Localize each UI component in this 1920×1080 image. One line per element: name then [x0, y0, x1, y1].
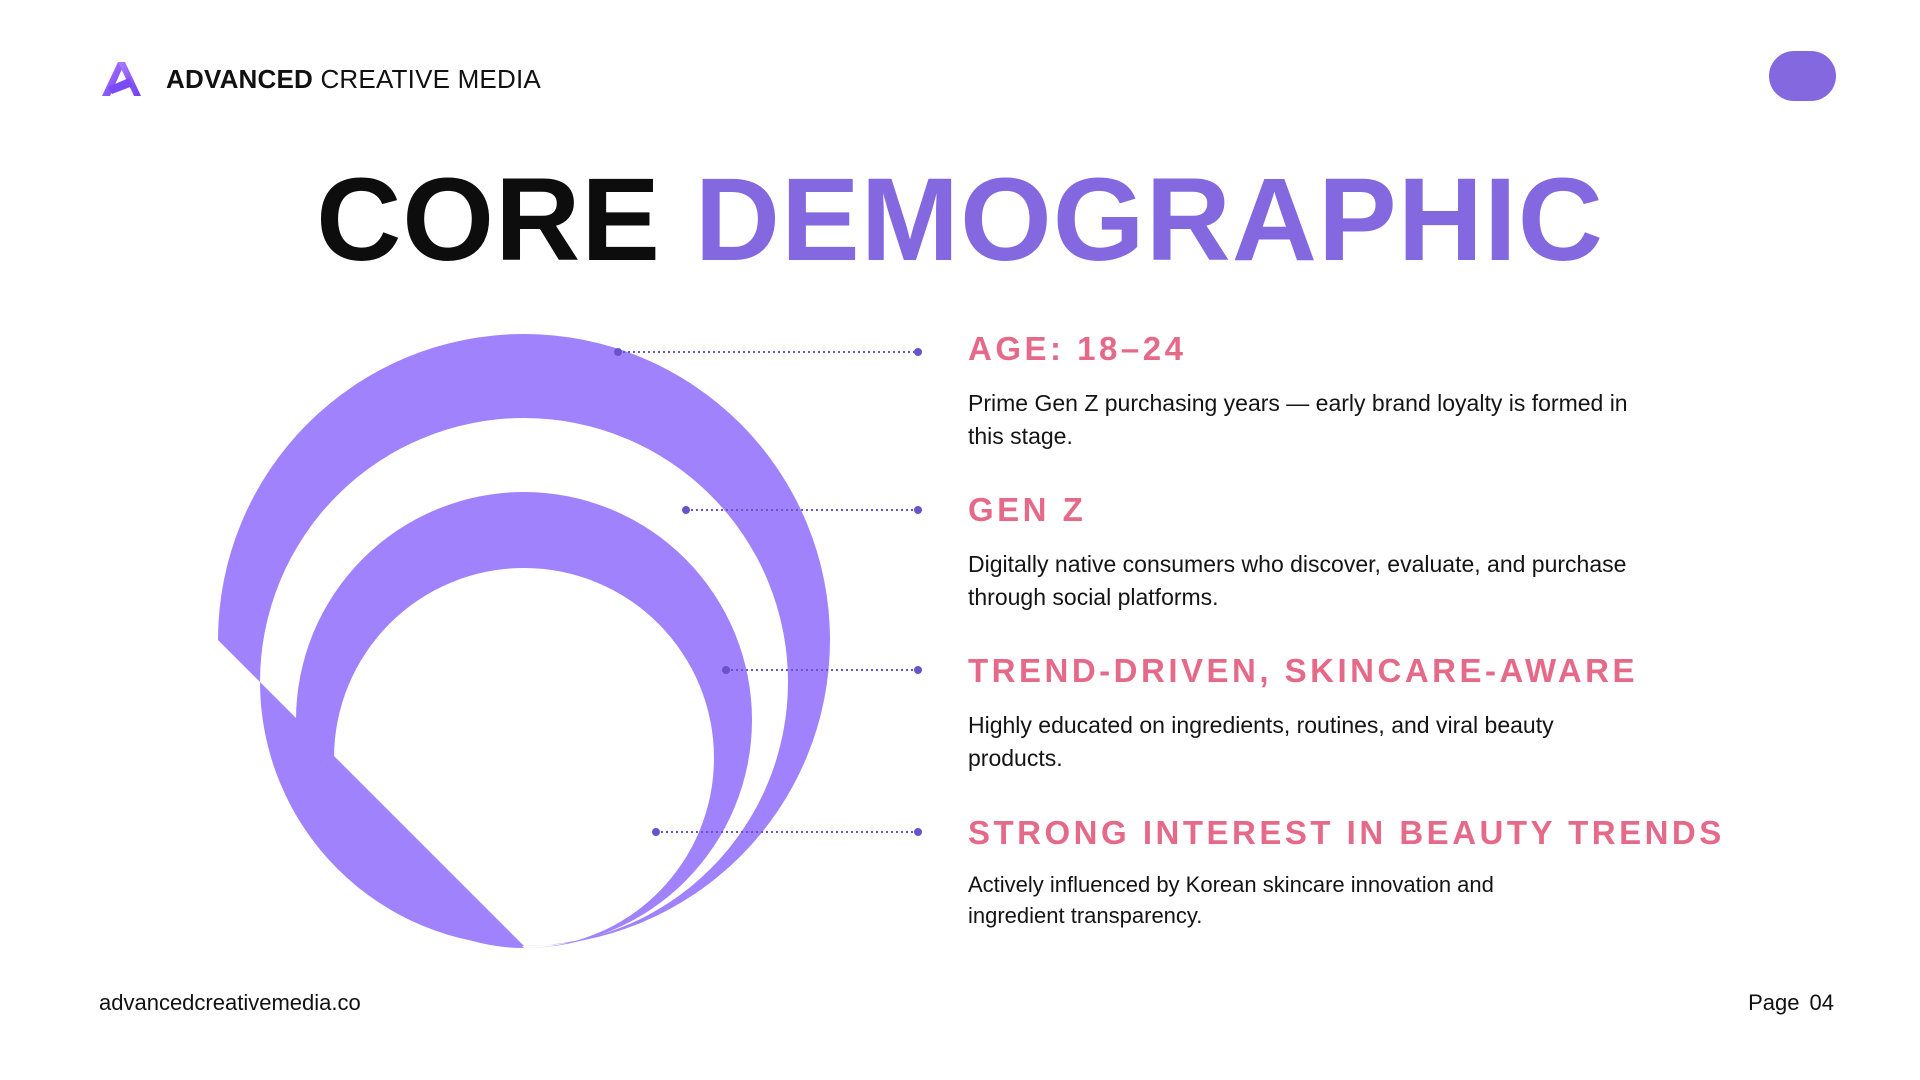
page-title-part2: DEMOGRAPHIC — [694, 154, 1604, 286]
demographic-item: AGE: 18–24 Prime Gen Z purchasing years … — [968, 329, 1728, 453]
connector-1-start-dot — [682, 506, 690, 514]
page-number: 04 — [1809, 990, 1834, 1015]
footer-website-link[interactable]: advancedcreativemedia.co — [99, 990, 361, 1015]
connector-0-start-dot — [614, 348, 622, 356]
brand: ADVANCED CREATIVE MEDIA — [98, 56, 541, 102]
connector-1-end-dot — [914, 506, 922, 514]
connector-3-start-dot — [652, 828, 660, 836]
brand-name: ADVANCED CREATIVE MEDIA — [166, 64, 541, 95]
item-description: Prime Gen Z purchasing years — early bra… — [968, 390, 1628, 449]
page-title: CORE DEMOGRAPHIC — [0, 150, 1920, 290]
connector-3-end-dot — [914, 828, 922, 836]
connector-2-start-dot — [722, 666, 730, 674]
brand-name-bold: ADVANCED — [166, 63, 314, 94]
item-heading: GEN Z — [968, 491, 1087, 528]
demographic-item: STRONG INTEREST IN BEAUTY TRENDS Activel… — [968, 813, 1728, 931]
menu-pill-button[interactable] — [1769, 51, 1836, 101]
item-heading: AGE: 18–24 — [968, 330, 1187, 367]
page-title-part1: CORE — [316, 154, 661, 286]
connector-0-end-dot — [914, 348, 922, 356]
page-indicator: Page 04 — [1748, 990, 1834, 1016]
item-heading: STRONG INTEREST IN BEAUTY TRENDS — [968, 814, 1725, 851]
outer-ring — [218, 334, 830, 946]
brand-logo-icon — [102, 62, 141, 96]
demographic-item: TREND-DRIVEN, SKINCARE-AWARE Highly educ… — [968, 651, 1728, 775]
inner-ring — [296, 492, 752, 948]
item-description: Actively influenced by Korean skincare i… — [968, 872, 1494, 928]
item-heading: TREND-DRIVEN, SKINCARE-AWARE — [968, 652, 1639, 689]
item-description: Highly educated on ingredients, routines… — [968, 712, 1554, 771]
item-description: Digitally native consumers who discover,… — [968, 551, 1627, 610]
connector-2-end-dot — [914, 666, 922, 674]
brand-name-light: CREATIVE MEDIA — [320, 63, 541, 94]
demographic-item: GEN Z Digitally native consumers who dis… — [968, 490, 1728, 614]
page-label: Page — [1748, 990, 1800, 1015]
